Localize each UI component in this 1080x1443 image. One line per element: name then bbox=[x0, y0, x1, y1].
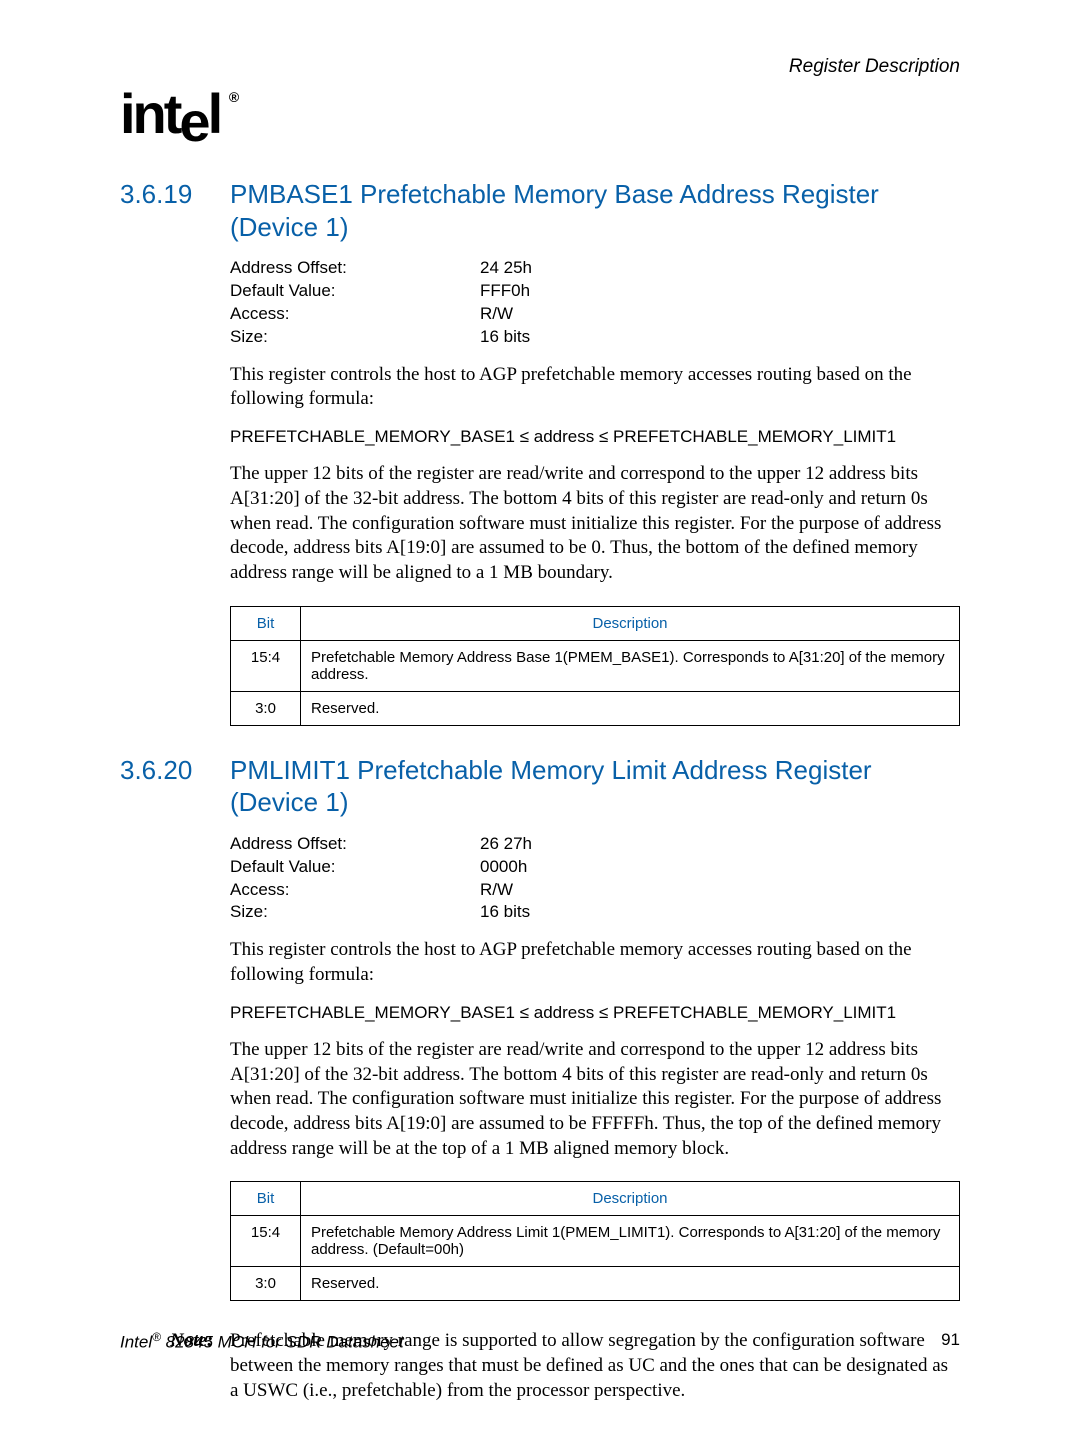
bit-cell: 3:0 bbox=[231, 691, 301, 725]
page: Register Description intel® 3.6.19 PMBAS… bbox=[0, 0, 1080, 1443]
info-row: Access: R/W bbox=[230, 879, 960, 902]
table-row: 3:0 Reserved. bbox=[231, 1267, 960, 1301]
header-category: Register Description bbox=[120, 56, 960, 78]
page-number: 91 bbox=[941, 1330, 960, 1353]
section-3-6-20: 3.6.20 PMLIMIT1 Prefetchable Memory Limi… bbox=[120, 754, 960, 1302]
formula: PREFETCHABLE_MEMORY_BASE1 ≤ address ≤ PR… bbox=[230, 426, 960, 448]
section-content: Address Offset: 24 25h Default Value: FF… bbox=[230, 257, 960, 726]
table-header-desc: Description bbox=[301, 1182, 960, 1216]
info-row: Size: 16 bits bbox=[230, 326, 960, 349]
info-row: Address Offset: 24 25h bbox=[230, 257, 960, 280]
section-heading: 3.6.20 PMLIMIT1 Prefetchable Memory Limi… bbox=[120, 754, 960, 819]
desc-cell: Reserved. bbox=[301, 1267, 960, 1301]
section-number: 3.6.19 bbox=[120, 178, 230, 211]
info-row: Size: 16 bits bbox=[230, 901, 960, 924]
address-offset-value: 26 27h bbox=[480, 833, 532, 856]
table-header-bit: Bit bbox=[231, 1182, 301, 1216]
access-label: Access: bbox=[230, 879, 480, 902]
bit-table: Bit Description 15:4 Prefetchable Memory… bbox=[230, 1181, 960, 1301]
access-value: R/W bbox=[480, 879, 513, 902]
access-label: Access: bbox=[230, 303, 480, 326]
section-title: PMLIMIT1 Prefetchable Memory Limit Addre… bbox=[230, 754, 960, 819]
bit-table: Bit Description 15:4 Prefetchable Memory… bbox=[230, 606, 960, 726]
table-row: 15:4 Prefetchable Memory Address Base 1(… bbox=[231, 640, 960, 691]
formula: PREFETCHABLE_MEMORY_BASE1 ≤ address ≤ PR… bbox=[230, 1002, 960, 1024]
intel-logo: intel® bbox=[120, 86, 220, 150]
paragraph: This register controls the host to AGP p… bbox=[230, 938, 960, 987]
info-row: Default Value: 0000h bbox=[230, 856, 960, 879]
footer-doc-title: 82845 MCH for SDR Datasheet bbox=[161, 1333, 404, 1352]
info-row: Default Value: FFF0h bbox=[230, 280, 960, 303]
paragraph: This register controls the host to AGP p… bbox=[230, 363, 960, 412]
bit-cell: 3:0 bbox=[231, 1267, 301, 1301]
table-header-bit: Bit bbox=[231, 606, 301, 640]
bit-cell: 15:4 bbox=[231, 1216, 301, 1267]
size-label: Size: bbox=[230, 326, 480, 349]
default-value-label: Default Value: bbox=[230, 280, 480, 303]
section-heading: 3.6.19 PMBASE1 Prefetchable Memory Base … bbox=[120, 178, 960, 243]
table-row: 15:4 Prefetchable Memory Address Limit 1… bbox=[231, 1216, 960, 1267]
section-3-6-19: 3.6.19 PMBASE1 Prefetchable Memory Base … bbox=[120, 178, 960, 726]
access-value: R/W bbox=[480, 303, 513, 326]
section-number: 3.6.20 bbox=[120, 754, 230, 787]
info-row: Address Offset: 26 27h bbox=[230, 833, 960, 856]
table-header-desc: Description bbox=[301, 606, 960, 640]
section-title: PMBASE1 Prefetchable Memory Base Address… bbox=[230, 178, 960, 243]
size-label: Size: bbox=[230, 901, 480, 924]
default-value-value: FFF0h bbox=[480, 280, 530, 303]
info-row: Access: R/W bbox=[230, 303, 960, 326]
desc-cell: Reserved. bbox=[301, 691, 960, 725]
desc-cell: Prefetchable Memory Address Limit 1(PMEM… bbox=[301, 1216, 960, 1267]
address-offset-label: Address Offset: bbox=[230, 833, 480, 856]
footer-left: Intel® 82845 MCH for SDR Datasheet bbox=[120, 1330, 404, 1353]
default-value-value: 0000h bbox=[480, 856, 527, 879]
desc-cell: Prefetchable Memory Address Base 1(PMEM_… bbox=[301, 640, 960, 691]
table-row: 3:0 Reserved. bbox=[231, 691, 960, 725]
size-value: 16 bits bbox=[480, 901, 530, 924]
default-value-label: Default Value: bbox=[230, 856, 480, 879]
address-offset-label: Address Offset: bbox=[230, 257, 480, 280]
size-value: 16 bits bbox=[480, 326, 530, 349]
bit-cell: 15:4 bbox=[231, 640, 301, 691]
address-offset-value: 24 25h bbox=[480, 257, 532, 280]
paragraph: The upper 12 bits of the register are re… bbox=[230, 1038, 960, 1161]
footer-brand: Intel bbox=[120, 1333, 152, 1352]
section-content: Address Offset: 26 27h Default Value: 00… bbox=[230, 833, 960, 1302]
page-footer: Intel® 82845 MCH for SDR Datasheet 91 bbox=[120, 1330, 960, 1353]
paragraph: The upper 12 bits of the register are re… bbox=[230, 462, 960, 585]
